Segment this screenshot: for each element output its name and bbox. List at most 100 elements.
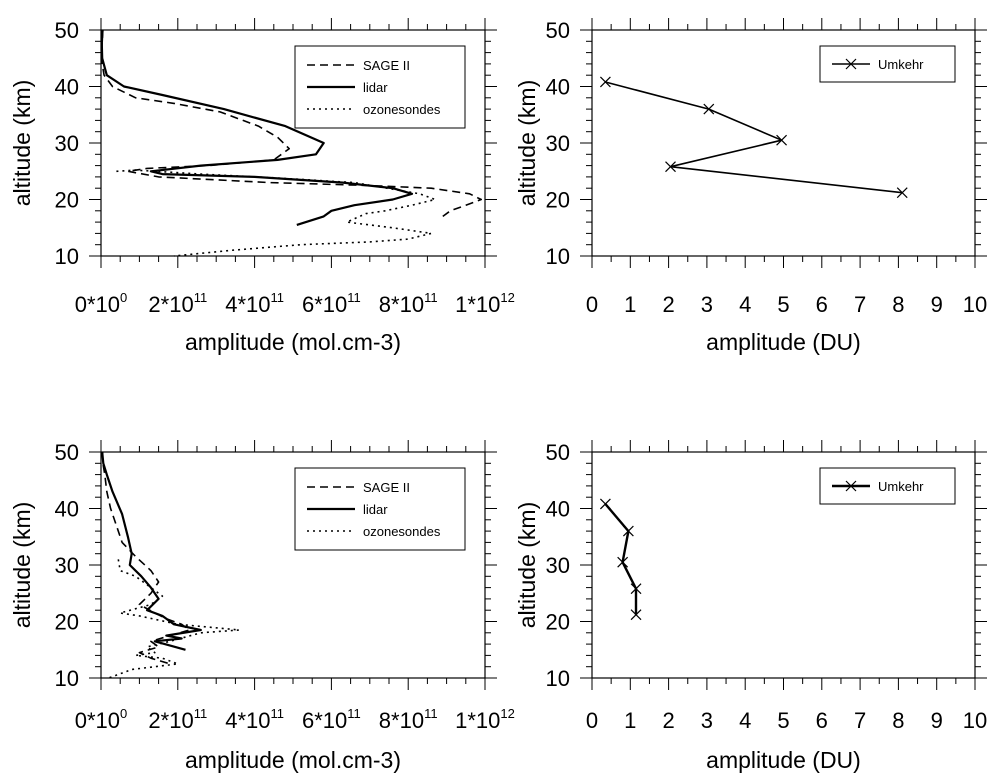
- x-tick-label: 1: [624, 708, 636, 733]
- series-line-sage-ii: [101, 451, 191, 665]
- legend-label: Umkehr: [878, 57, 924, 72]
- x-tick-label: 8*1011: [379, 706, 438, 733]
- y-axis-title: altitude (km): [514, 502, 540, 629]
- legend-label: SAGE II: [363, 58, 410, 73]
- series-line-sage-ii: [101, 29, 483, 218]
- x-tick-label: 2: [662, 292, 674, 317]
- x-tick-label: 2: [662, 708, 674, 733]
- y-tick-label: 10: [55, 244, 79, 269]
- x-tick-label: 8: [892, 708, 904, 733]
- data-point-marker: [896, 187, 908, 199]
- series-line-lidar: [100, 29, 414, 226]
- x-tick-label: 0: [586, 292, 598, 317]
- y-tick-label: 30: [55, 131, 79, 156]
- series-line-umkehr: [605, 81, 903, 194]
- x-tick-label: 8*1011: [379, 290, 438, 317]
- legend-label: SAGE II: [363, 480, 410, 495]
- x-tick-label: 2*1011: [148, 290, 207, 317]
- legend-marker: [845, 480, 857, 492]
- legend: Umkehr: [819, 45, 956, 83]
- x-tick-label: 6: [816, 292, 828, 317]
- x-tick-label: 4*1011: [225, 290, 284, 317]
- x-tick-label: 3: [701, 708, 713, 733]
- y-tick-label: 40: [546, 75, 570, 100]
- legend-label: lidar: [363, 502, 388, 517]
- data-point-marker: [599, 498, 611, 510]
- x-tick-label: 4: [739, 292, 751, 317]
- y-tick-label: 40: [55, 497, 79, 522]
- legend: SAGE II lidar ozonesondes: [294, 45, 466, 129]
- data-point-marker: [599, 76, 611, 88]
- x-tick-label: 1*1012: [455, 290, 515, 317]
- x-tick-label: 10: [963, 708, 987, 733]
- legend-label: ozonesondes: [363, 524, 441, 539]
- y-axis-title: altitude (km): [9, 80, 35, 207]
- y-tick-label: 40: [546, 497, 570, 522]
- series-line-umkehr: [604, 503, 638, 615]
- chart-panel-2: 0 1 2 3 4 5 6 7 8 9 10 10 20 30 40 50 amplitude (DU) alti…: [514, 18, 987, 355]
- x-tick-label: 2*1011: [148, 706, 207, 733]
- series-line-lidar: [101, 451, 202, 651]
- x-axis-title: amplitude (DU): [706, 747, 861, 773]
- x-tick-label: 8: [892, 292, 904, 317]
- x-tick-label: 0: [586, 708, 598, 733]
- x-tick-label: 7: [854, 292, 866, 317]
- x-tick-label: 1*1012: [455, 706, 515, 733]
- y-tick-label: 10: [546, 666, 570, 691]
- y-tick-label: 50: [55, 440, 79, 465]
- data-point-marker: [630, 609, 642, 621]
- legend: Umkehr: [819, 467, 956, 505]
- x-tick-label: 5: [777, 292, 789, 317]
- chart-panel-1: 0*100 2*1011 4*1011 6*1011 8*1011 1*1012 10 20 3…: [9, 18, 515, 355]
- y-axis-title: altitude (km): [9, 502, 35, 629]
- chart-panel-3: 0*100 2*1011 4*1011 6*1011 8*1011 1*1012 10 20 3…: [9, 440, 515, 773]
- y-tick-label: 20: [55, 610, 79, 635]
- x-tick-label: 1: [624, 292, 636, 317]
- y-tick-label: 20: [55, 188, 79, 213]
- data-point-marker: [703, 103, 715, 115]
- data-point-marker: [665, 161, 676, 173]
- y-tick-label: 30: [55, 553, 79, 578]
- y-tick-label: 20: [546, 188, 570, 213]
- x-tick-label: 4: [739, 708, 751, 733]
- x-tick-label: 6: [816, 708, 828, 733]
- y-tick-label: 20: [546, 610, 570, 635]
- data-point-marker: [617, 556, 629, 568]
- legend: SAGE II lidar ozonesondes: [294, 467, 466, 551]
- x-tick-label: 6*1011: [302, 706, 361, 733]
- x-tick-label: 9: [931, 708, 943, 733]
- y-tick-label: 50: [546, 440, 570, 465]
- y-tick-label: 10: [55, 666, 79, 691]
- legend-label: ozonesondes: [363, 102, 441, 117]
- legend-marker: [845, 58, 857, 70]
- y-tick-label: 30: [546, 553, 570, 578]
- legend-label: lidar: [363, 80, 388, 95]
- x-axis-title: amplitude (DU): [706, 329, 861, 355]
- x-tick-label: 0*100: [75, 706, 128, 733]
- chart-panel-4: 0 1 2 3 4 5 6 7 8 9 10 10 20 30 40 50 amplitude (DU) alti…: [514, 440, 987, 773]
- y-tick-label: 40: [55, 75, 79, 100]
- x-axis-title: amplitude (mol.cm-3): [185, 747, 401, 773]
- x-tick-label: 9: [931, 292, 943, 317]
- y-tick-label: 30: [546, 131, 570, 156]
- x-tick-label: 5: [777, 708, 789, 733]
- y-axis-title: altitude (km): [514, 80, 540, 207]
- series-line-ozonesondes: [108, 559, 240, 679]
- x-tick-label: 10: [963, 292, 987, 317]
- x-tick-label: 7: [854, 708, 866, 733]
- x-axis-title: amplitude (mol.cm-3): [185, 329, 401, 355]
- x-tick-label: 4*1011: [225, 706, 284, 733]
- x-tick-label: 3: [701, 292, 713, 317]
- series-line-ozonesondes: [116, 169, 436, 257]
- x-tick-label: 6*1011: [302, 290, 361, 317]
- data-point-marker: [630, 583, 642, 595]
- y-tick-label: 50: [55, 18, 79, 43]
- x-tick-label: 0*100: [75, 290, 128, 317]
- y-tick-label: 10: [546, 244, 570, 269]
- legend-label: Umkehr: [878, 479, 924, 494]
- data-point-marker: [776, 134, 788, 146]
- y-tick-label: 50: [546, 18, 570, 43]
- data-point-marker: [622, 525, 634, 537]
